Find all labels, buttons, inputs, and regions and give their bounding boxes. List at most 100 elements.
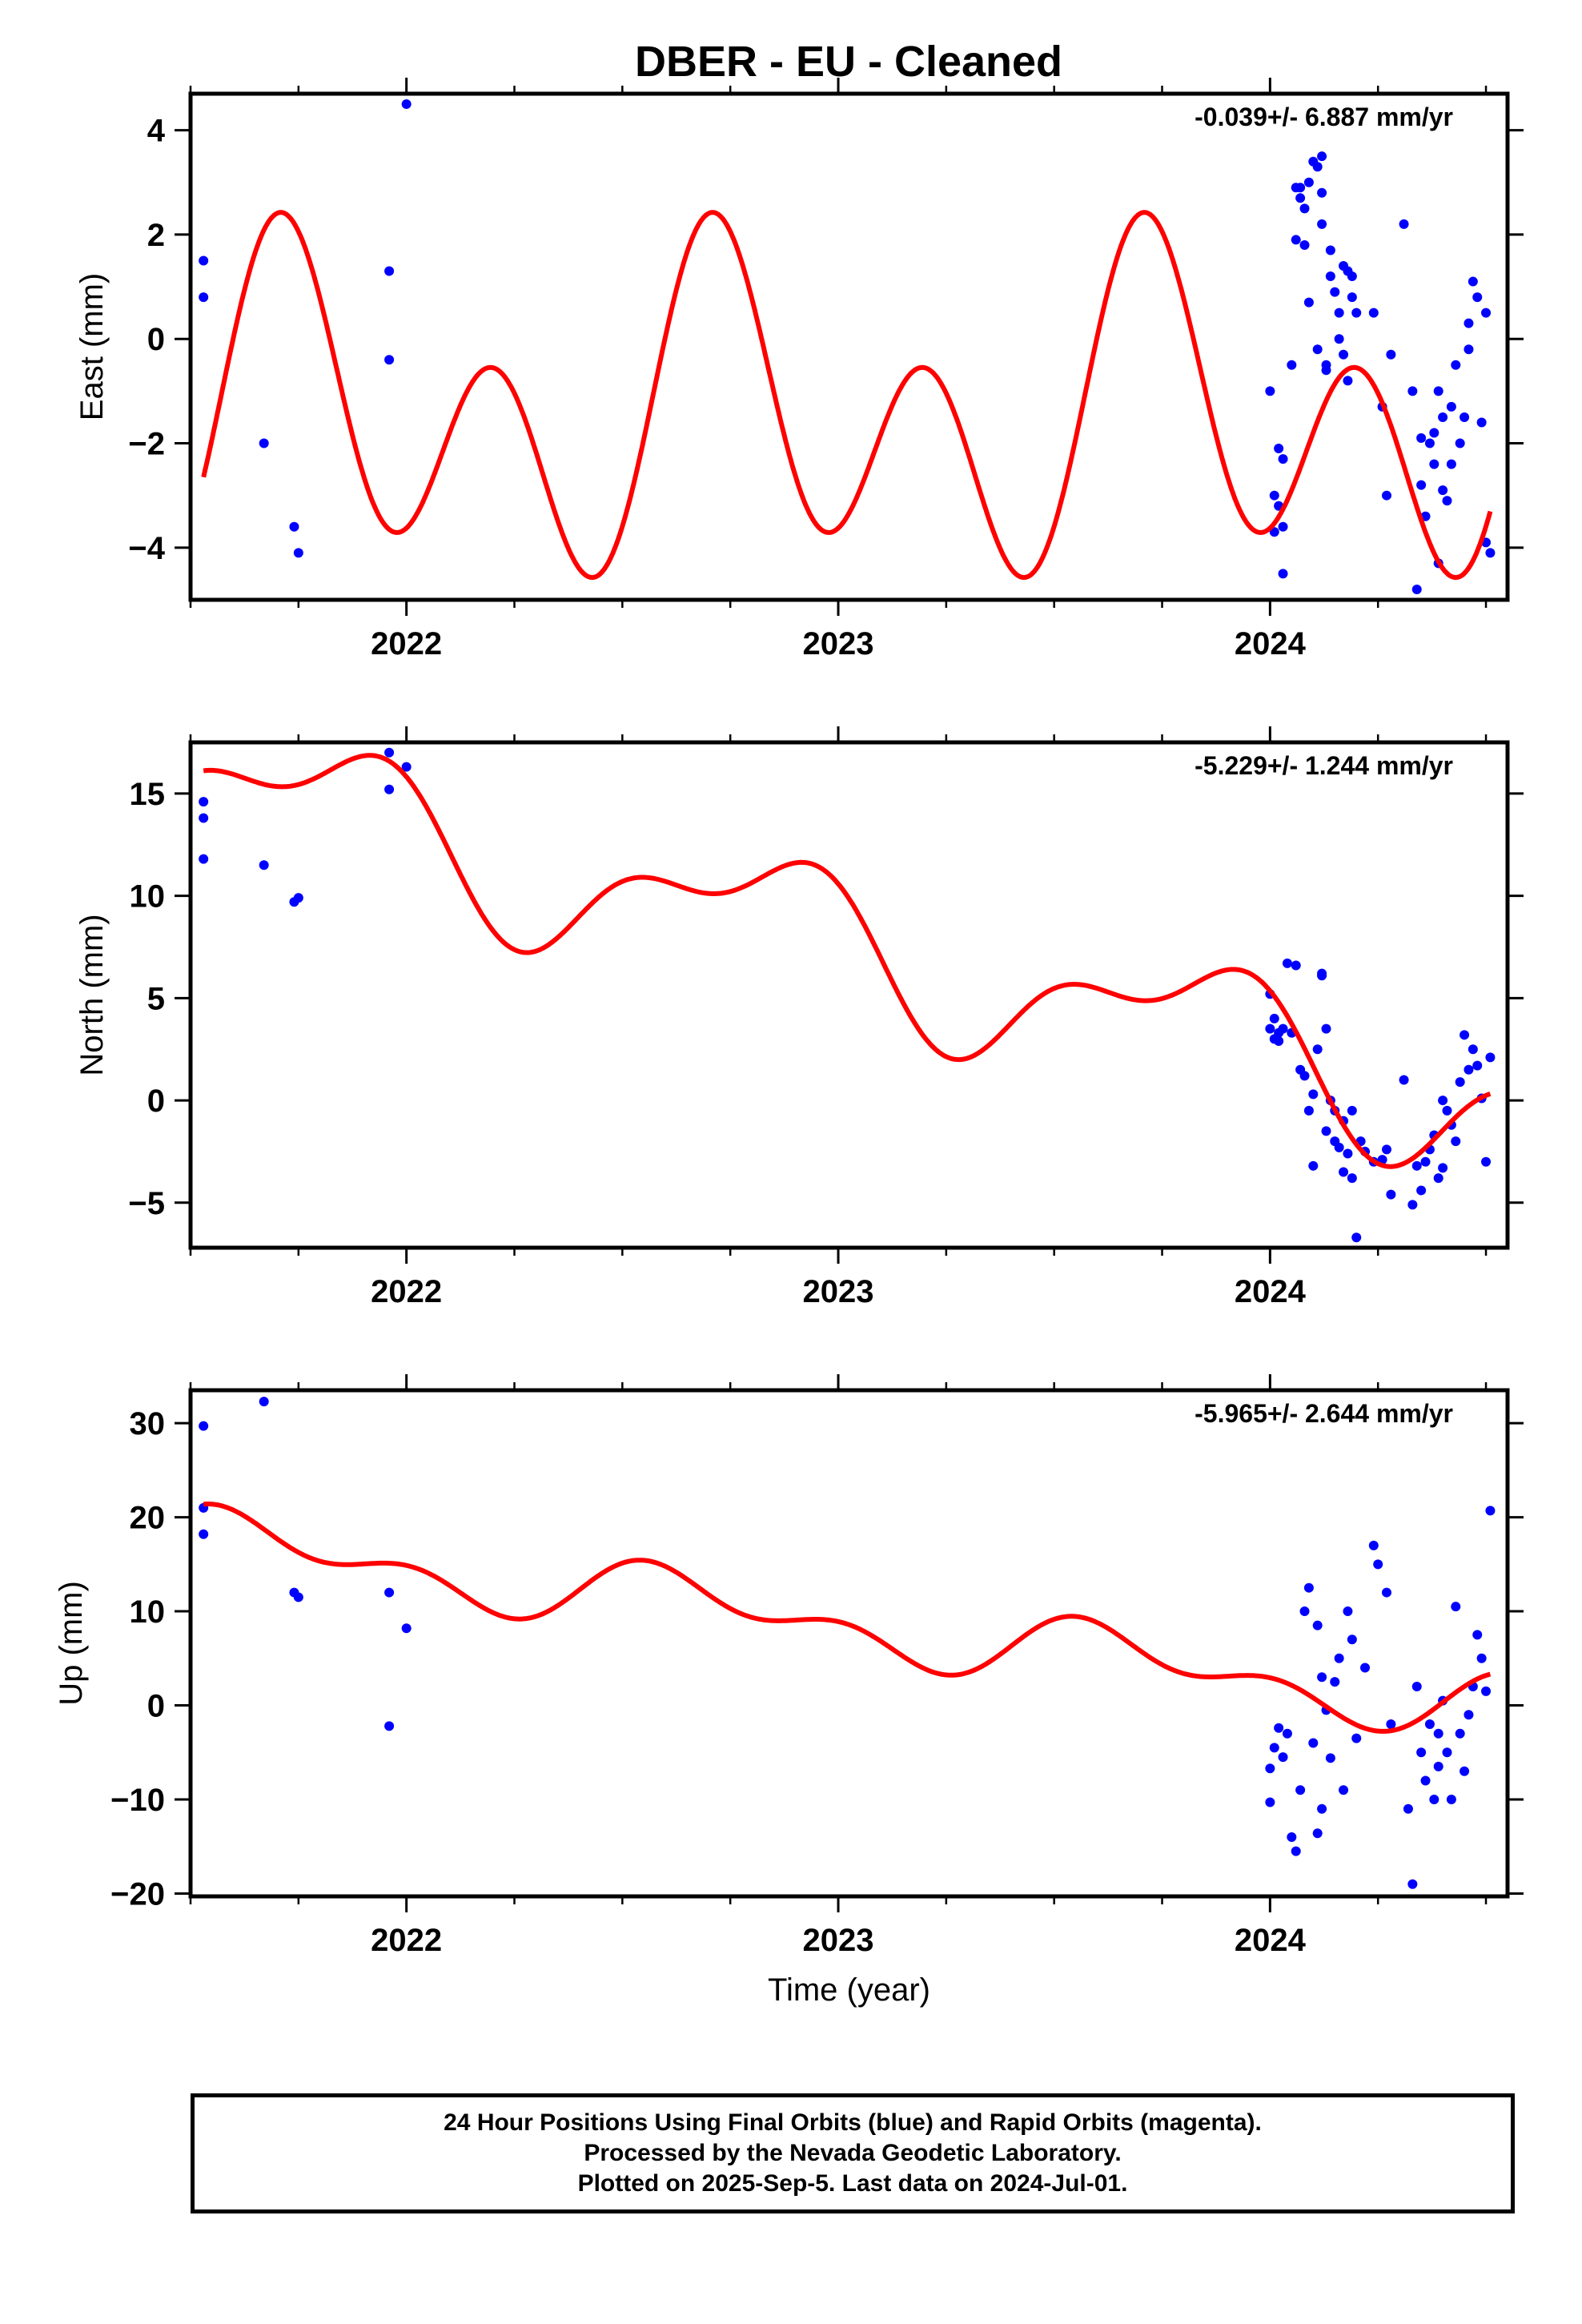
data-point: [1351, 1733, 1362, 1743]
data-point: [1330, 1677, 1340, 1687]
data-point: [401, 1623, 412, 1634]
data-point: [1438, 485, 1448, 496]
data-point: [1416, 480, 1427, 490]
plot-frame: [188, 740, 1510, 1250]
footer-line-2: Processed by the Nevada Geodetic Laborat…: [584, 2140, 1122, 2166]
data-point: [1282, 958, 1292, 968]
y-tick-label: 0: [147, 1689, 165, 1724]
data-point: [1317, 151, 1327, 162]
x-tick-label: 2024: [1235, 626, 1307, 661]
data-point: [1416, 1747, 1427, 1758]
fit-curve: [203, 753, 1492, 1169]
y-tick-label: 4: [147, 114, 166, 149]
data-point: [1464, 1710, 1474, 1720]
data-point: [1330, 287, 1340, 297]
data-point: [1278, 521, 1288, 532]
data-point: [1291, 1846, 1301, 1856]
data-point: [259, 438, 269, 448]
data-point: [1287, 1831, 1297, 1842]
data-point: [1287, 360, 1297, 370]
data-point: [1299, 239, 1310, 250]
y-tick-label: 30: [130, 1406, 166, 1441]
data-point: [1446, 1795, 1456, 1805]
data-point: [1472, 1060, 1483, 1071]
data-point: [1347, 292, 1357, 303]
x-tick-label: 2023: [803, 1274, 874, 1309]
data-point: [1455, 1077, 1465, 1088]
data-point: [1312, 1620, 1323, 1630]
data-point: [1265, 1797, 1275, 1807]
data-point: [199, 854, 209, 864]
data-point: [1295, 1785, 1306, 1795]
data-point: [1269, 527, 1279, 537]
data-point: [1317, 187, 1327, 198]
data-point: [384, 747, 395, 758]
data-point: [1460, 1766, 1470, 1776]
data-point: [1464, 344, 1474, 355]
data-point: [1274, 1723, 1284, 1733]
data-point: [1303, 177, 1314, 187]
data-point: [1472, 292, 1483, 303]
y-tick-label: 0: [147, 1084, 165, 1119]
data-point: [199, 1421, 209, 1431]
y-tick-label: 5: [147, 981, 165, 1016]
data-point: [1411, 584, 1422, 594]
data-point: [1347, 1105, 1357, 1116]
data-points: [199, 1397, 1496, 1889]
data-point: [1420, 1775, 1431, 1786]
data-point: [384, 1587, 395, 1598]
data-point: [1403, 1803, 1413, 1814]
data-point: [199, 1529, 209, 1539]
data-point: [1325, 245, 1335, 255]
x-tick-label: 2024: [1235, 1274, 1307, 1309]
data-point: [1351, 308, 1362, 318]
rate-annotation: -5.229+/- 1.244 mm/yr: [1195, 751, 1453, 780]
data-point: [1476, 1653, 1487, 1663]
data-point: [1438, 1163, 1448, 1173]
data-point: [1295, 193, 1306, 203]
y-tick-label: 20: [130, 1501, 166, 1536]
data-point: [1485, 1506, 1496, 1516]
data-point: [1481, 1156, 1492, 1167]
y-tick-label: −20: [110, 1876, 165, 1912]
data-point: [1308, 1160, 1319, 1171]
data-point: [1368, 308, 1379, 318]
data-point: [1442, 1105, 1452, 1116]
data-point: [1308, 1738, 1319, 1748]
data-point: [384, 1721, 395, 1731]
data-point: [1334, 1653, 1344, 1663]
data-point: [1399, 219, 1409, 229]
plot-frame: [188, 91, 1510, 602]
data-point: [1317, 1672, 1327, 1683]
data-point: [1451, 1136, 1461, 1147]
data-point: [1347, 271, 1357, 282]
data-point: [1265, 1763, 1275, 1774]
y-tick-label: 15: [130, 777, 166, 812]
data-point: [199, 813, 209, 823]
data-point: [1299, 203, 1310, 214]
data-point: [401, 99, 412, 110]
data-point: [1433, 1173, 1443, 1184]
x-tick-label: 2023: [803, 626, 874, 661]
data-point: [1433, 386, 1443, 396]
data-point: [259, 860, 269, 870]
data-point: [1399, 1075, 1409, 1085]
data-point: [1303, 1105, 1314, 1116]
y-tick-label: −4: [128, 531, 165, 566]
data-point: [401, 762, 412, 772]
data-point: [199, 797, 209, 807]
data-point: [1321, 1126, 1331, 1136]
data-point: [1321, 1023, 1331, 1034]
data-point: [1339, 349, 1349, 360]
data-point: [1325, 1753, 1335, 1763]
data-point: [1481, 308, 1492, 318]
data-point: [1429, 1795, 1439, 1805]
data-point: [1291, 960, 1301, 971]
data-point: [1274, 1035, 1284, 1046]
data-point: [1386, 1189, 1396, 1200]
x-tick-label: 2022: [371, 1923, 442, 1958]
data-point: [1334, 334, 1344, 344]
y-tick-label: 10: [130, 1594, 166, 1630]
x-tick-label: 2024: [1235, 1923, 1307, 1958]
